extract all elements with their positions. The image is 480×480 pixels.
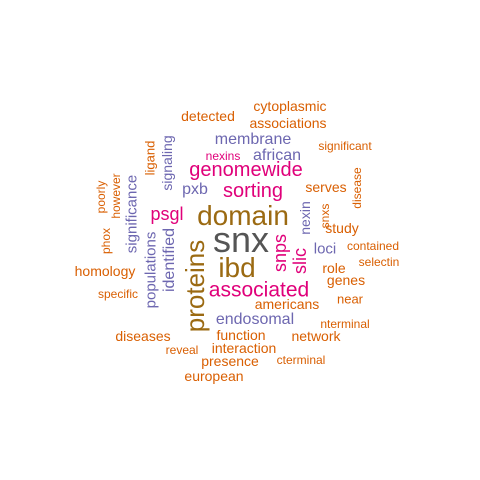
- word-reveal: reveal: [165, 343, 199, 357]
- word-nterminal: nterminal: [320, 317, 370, 331]
- word-psgl: psgl: [150, 204, 184, 224]
- word-near: near: [336, 291, 364, 307]
- word-loci: loci: [313, 240, 337, 258]
- word-nexin: nexin: [297, 201, 313, 235]
- word-role: role: [322, 260, 346, 276]
- word-americans: americans: [254, 296, 320, 312]
- word-nexins: nexins: [205, 149, 241, 163]
- word-domain: domain: [197, 200, 289, 231]
- word-genomewide: genomewide: [189, 159, 303, 181]
- word-associated: associated: [208, 278, 310, 302]
- word-contained: contained: [346, 239, 400, 253]
- word-identified: identified: [161, 227, 178, 293]
- word-significant: significant: [318, 139, 372, 153]
- word-however: however: [109, 173, 123, 219]
- word-ibd: ibd: [218, 252, 256, 283]
- word-associations: associations: [249, 115, 327, 131]
- word-snps: snps: [270, 233, 290, 273]
- word-interaction: interaction: [211, 340, 277, 356]
- word-poorly: poorly: [94, 180, 108, 214]
- word-cterminal: cterminal: [276, 353, 326, 367]
- word-signaling: signaling: [159, 135, 175, 191]
- word-disease: disease: [350, 167, 364, 209]
- word-serves: serves: [305, 179, 347, 195]
- word-function: function: [216, 327, 266, 343]
- word-presence: presence: [201, 353, 259, 369]
- word-slic: slic: [290, 248, 310, 274]
- word-network: network: [291, 328, 341, 344]
- word-detected: detected: [181, 108, 235, 124]
- word-snx: snx: [212, 219, 270, 260]
- word-sorting: sorting: [222, 180, 284, 202]
- word-ligand: ligand: [142, 140, 158, 176]
- word-specific: specific: [97, 287, 139, 301]
- word-homology: homology: [74, 263, 136, 279]
- word-diseases: diseases: [115, 328, 171, 344]
- word-cytoplasmic: cytoplasmic: [253, 98, 327, 114]
- word-proteins: proteins: [180, 239, 210, 333]
- word-pxb: pxb: [182, 181, 208, 198]
- word-populations: populations: [142, 231, 160, 309]
- word-african: african: [252, 147, 302, 164]
- word-significance: significance: [123, 174, 141, 254]
- word-european: european: [184, 368, 244, 384]
- word-genes: genes: [326, 272, 366, 288]
- word-selectin: selectin: [358, 255, 400, 269]
- word-phox: phox: [99, 227, 113, 255]
- word-membrane: membrane: [214, 131, 292, 148]
- word-study: study: [325, 220, 359, 236]
- word-endosomal: endosomal: [215, 311, 295, 328]
